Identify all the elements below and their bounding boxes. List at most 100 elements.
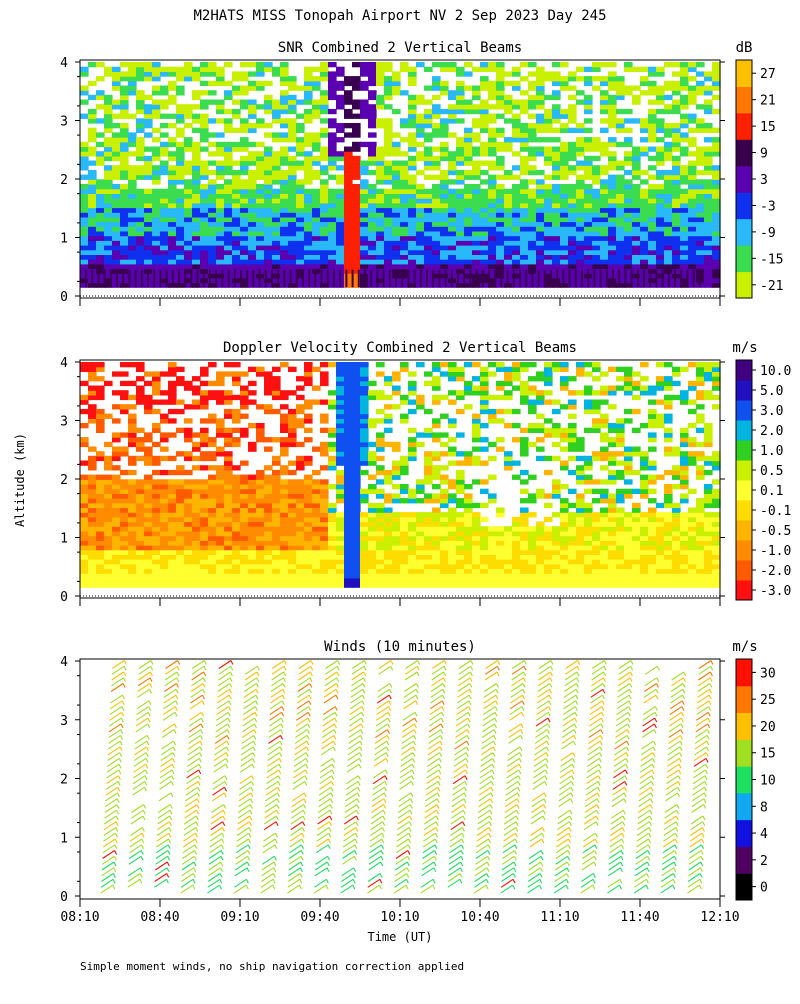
doppler-cell [480,423,489,428]
doppler-cell [416,489,425,494]
doppler-cell [344,508,353,513]
snr-cell [104,240,113,245]
snr-cell [288,132,297,137]
snr-cell [504,104,513,109]
doppler-cell [328,559,337,564]
snr-cell [472,151,481,156]
snr-cell [472,184,481,189]
doppler-cell [192,559,201,564]
snr-cell [144,161,153,166]
snr-cell [216,222,225,227]
doppler-cell [328,583,337,588]
snr-cell [648,123,657,128]
snr-cell [248,156,257,161]
snr-cell [80,278,89,283]
doppler-cell [120,447,129,452]
snr-cell [96,217,105,222]
snr-cell [640,208,649,213]
snr-cell [280,222,289,227]
snr-clutter [469,270,471,288]
doppler-cell [88,475,97,480]
doppler-cell [224,498,233,503]
snr-cell [120,264,129,269]
doppler-cell [248,447,257,452]
doppler-cell [200,367,209,372]
snr-cell [232,226,241,231]
doppler-cell [336,447,345,452]
snr-cell [168,193,177,198]
doppler-cell [480,381,489,386]
doppler-cell [272,526,281,531]
doppler-cell [176,564,185,569]
snr-cell [208,71,217,76]
snr-cell [712,151,721,156]
doppler-cell [232,498,241,503]
doppler-cell [464,573,473,578]
doppler-cell [184,573,193,578]
doppler-cell [376,512,385,517]
snr-cell [160,170,169,175]
doppler-cell [408,437,417,442]
snr-cell [632,95,641,100]
doppler-cell [88,526,97,531]
doppler-cell [360,367,369,372]
snr-cell [688,137,697,142]
snr-clutter [327,270,329,288]
snr-clutter [612,270,614,288]
snr-cell [640,123,649,128]
doppler-cell [216,479,225,484]
snr-clutter [693,270,695,288]
snr-cell [392,161,401,166]
doppler-cell [120,371,129,376]
snr-cell [200,100,209,105]
snr-cell [376,208,385,213]
snr-cell [144,259,153,264]
doppler-cell [424,554,433,559]
snr-cell [560,114,569,119]
snr-cell [224,81,233,86]
snr-cell [576,203,585,208]
doppler-cell [392,564,401,569]
doppler-cell [216,536,225,541]
doppler-cell [360,540,369,545]
snr-cell [544,217,553,222]
snr-cell [472,217,481,222]
doppler-cell [320,573,329,578]
doppler-cell [88,465,97,470]
doppler-cell [336,540,345,545]
snr-cell [616,81,625,86]
snr-cell [696,193,705,198]
doppler-cell [464,545,473,550]
doppler-cell [424,540,433,545]
doppler-cell [144,400,153,405]
snr-cell [536,203,545,208]
snr-cell [696,90,705,95]
doppler-cell [192,512,201,517]
snr-cell [600,222,609,227]
snr-cell [144,114,153,119]
snr-cell [288,250,297,255]
snr-cell [392,175,401,180]
snr-cell [448,217,457,222]
snr-cell [592,283,601,288]
snr-cell [104,236,113,241]
snr-cell [680,189,689,194]
colorbar-swatch [736,245,752,272]
snr-cell [600,128,609,133]
snr-cell [136,104,145,109]
snr-cell [424,137,433,142]
snr-cell [256,123,265,128]
doppler-cell [272,540,281,545]
snr-cell [464,71,473,76]
snr-cell [136,236,145,241]
doppler-cell [488,550,497,555]
snr-cell [296,236,305,241]
snr-cell [272,137,281,142]
snr-cell [568,193,577,198]
snr-cell [184,208,193,213]
snr-cell [352,156,361,161]
doppler-cell [152,508,161,513]
doppler-cell [480,371,489,376]
snr-cell [288,123,297,128]
snr-cell [208,212,217,217]
